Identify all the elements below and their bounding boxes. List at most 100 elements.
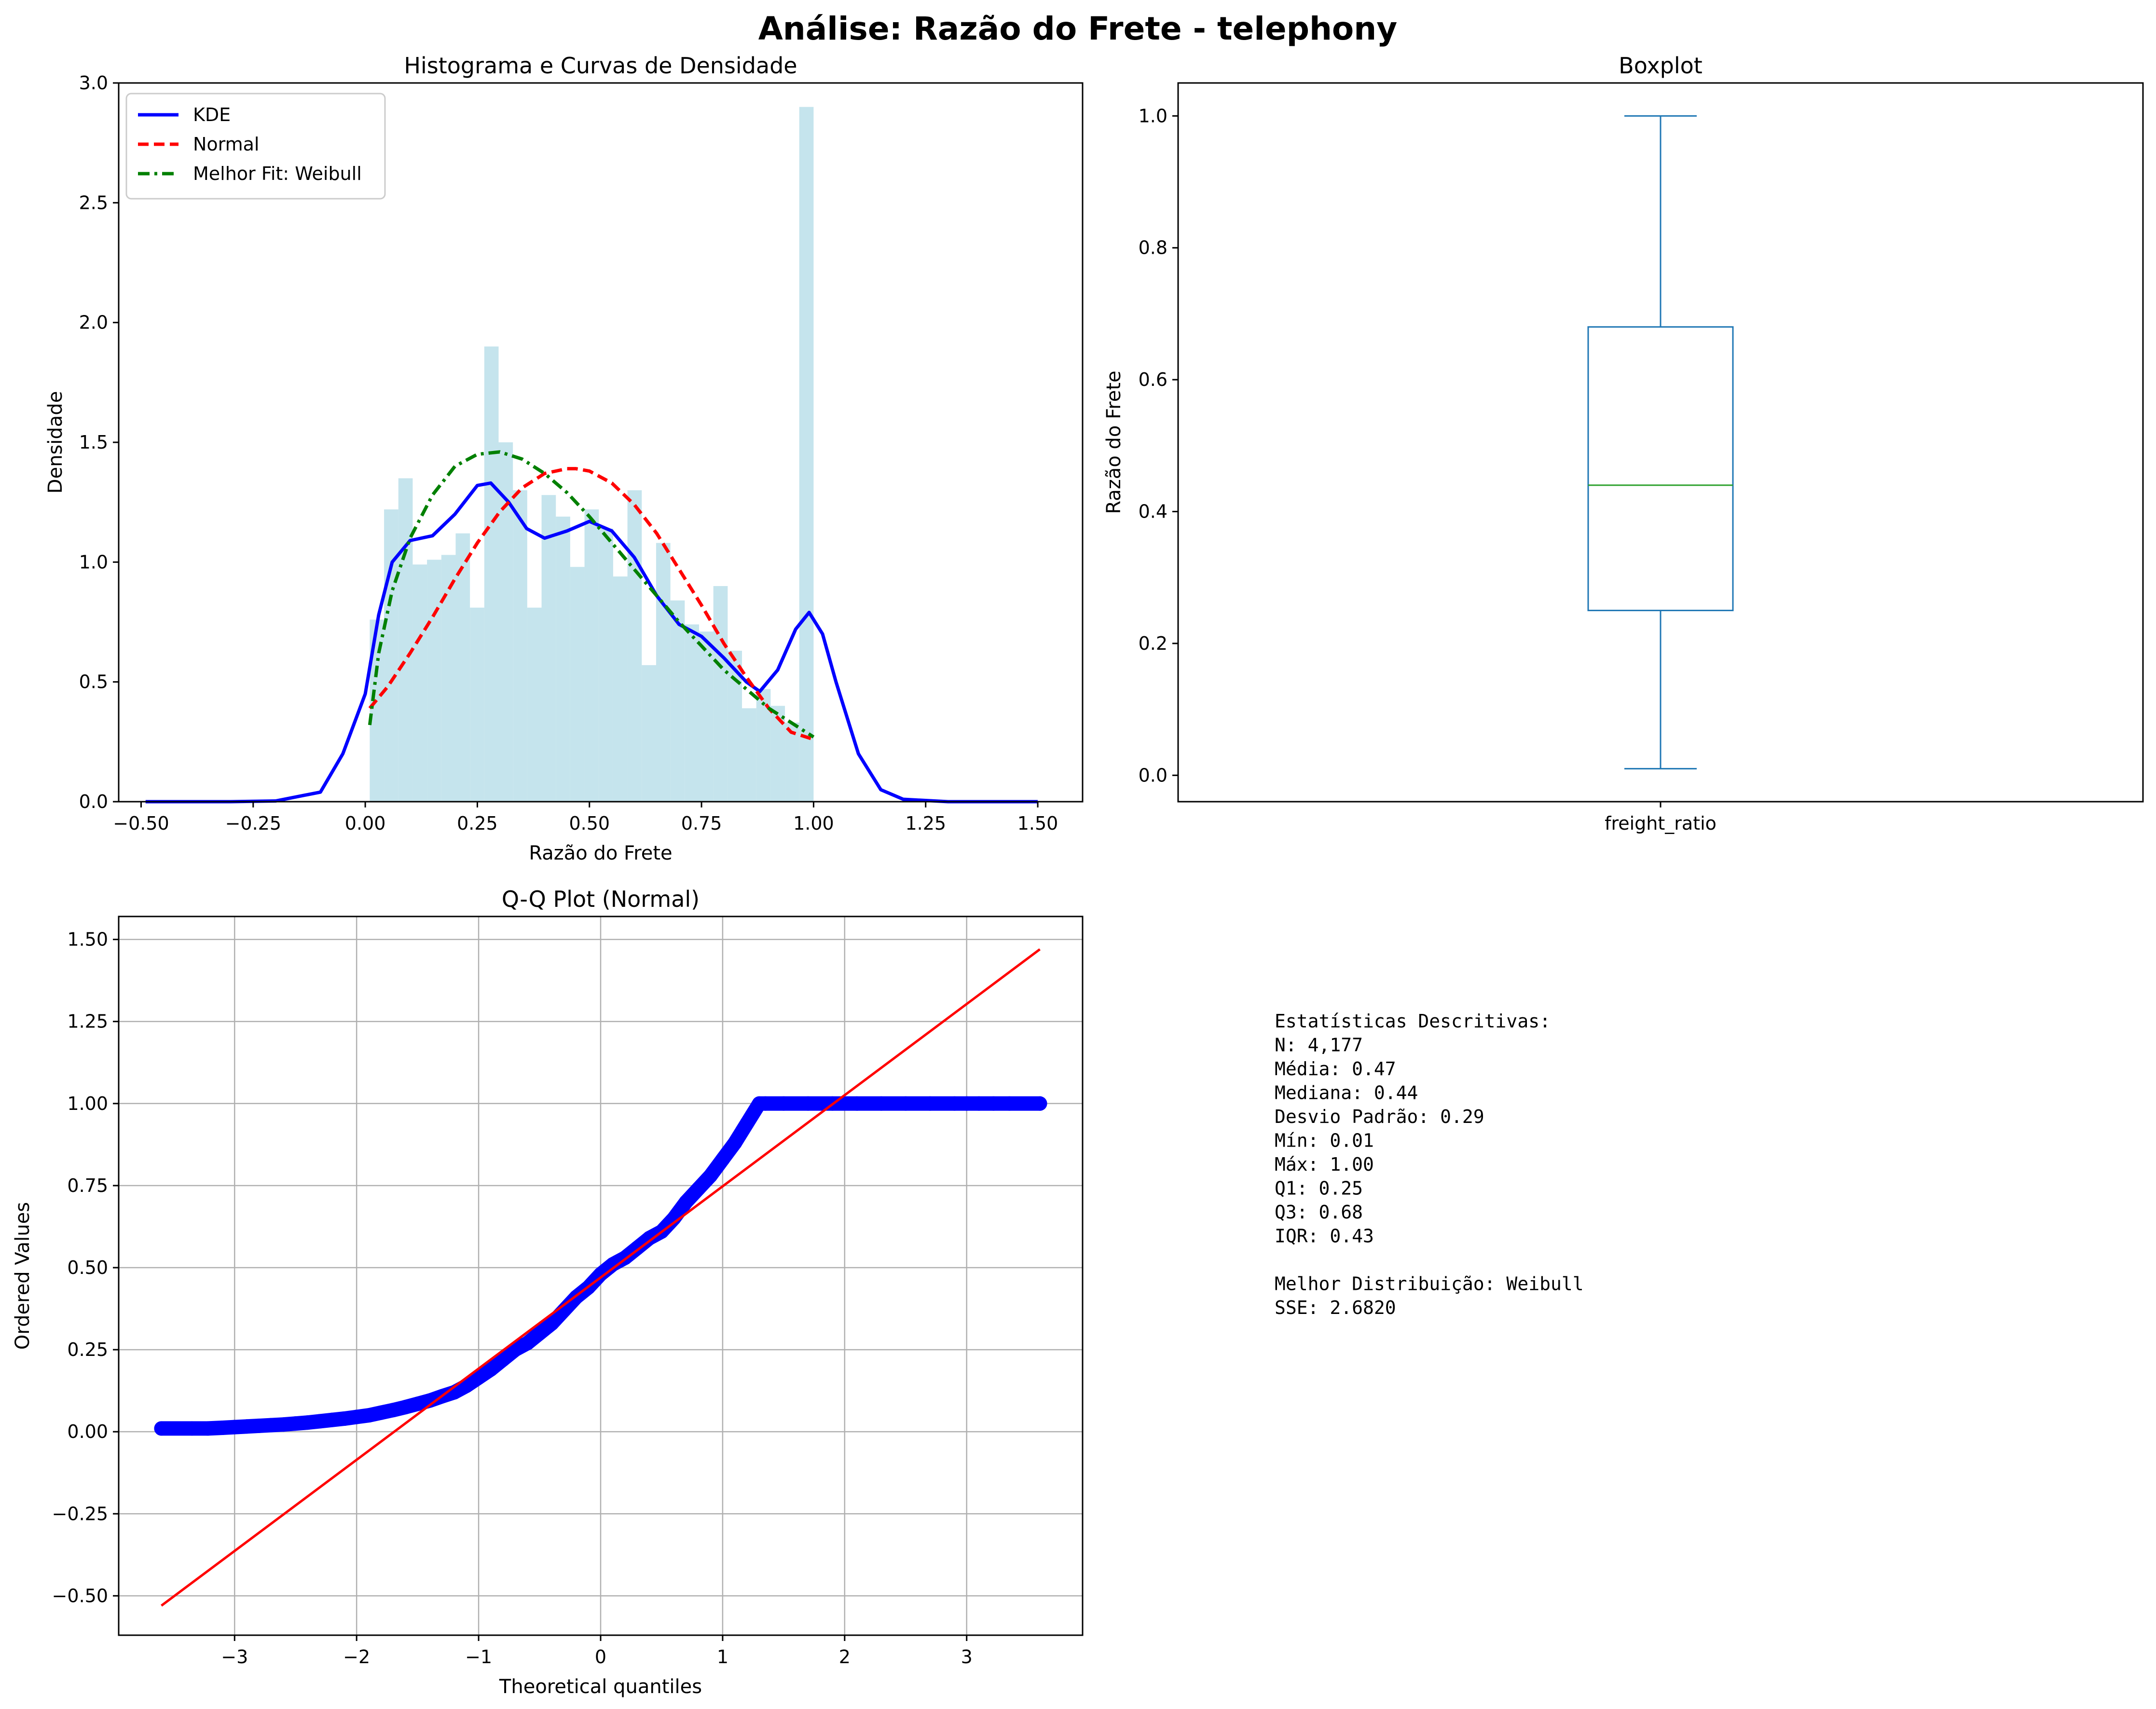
histogram-bar	[398, 478, 413, 802]
series-line-2	[368, 450, 815, 738]
stats-line: Desvio Padrão: 0.29	[1275, 1106, 1484, 1127]
x-tick-label: 2	[839, 1646, 851, 1668]
y-tick-label: 1.5	[79, 432, 108, 453]
x-tick-label: 0.50	[569, 813, 610, 834]
x-tick-label: 1.00	[793, 813, 834, 834]
stats-line: IQR: 0.43	[1275, 1226, 1374, 1247]
y-tick-label: 0.4	[1139, 501, 1167, 522]
y-tick-label: 1.00	[67, 1093, 108, 1114]
legend-entry: Normal	[193, 134, 260, 155]
x-axis-label: Razão do Frete	[529, 842, 672, 864]
y-tick-label: 0.8	[1139, 237, 1167, 259]
y-tick-label: 2.5	[79, 192, 108, 213]
figure-title: Análise: Razão do Frete - telephony	[758, 10, 1398, 47]
y-tick-label: −0.25	[52, 1503, 108, 1524]
y-tick-label: 0.0	[1139, 765, 1167, 786]
axes-title: Q-Q Plot (Normal)	[502, 886, 700, 912]
x-tick-label: −0.50	[113, 813, 169, 834]
y-tick-label: 0.75	[67, 1175, 108, 1196]
axes-title: Boxplot	[1619, 53, 1703, 79]
x-tick-label: 1.25	[905, 813, 946, 834]
histogram-bar	[541, 495, 556, 802]
x-tick-label: freight_ratio	[1605, 813, 1717, 834]
y-tick-label: 1.50	[67, 929, 108, 950]
y-tick-label: 1.25	[67, 1011, 108, 1032]
histogram-bar	[570, 567, 585, 802]
histogram-bar	[584, 509, 599, 802]
y-axis-label: Ordered Values	[12, 1202, 34, 1350]
histogram-bar	[527, 607, 542, 802]
series-line-1	[368, 467, 814, 741]
qq-point-band	[154, 1096, 1047, 1436]
y-tick-label: 1.0	[1139, 105, 1167, 126]
histogram-bar	[642, 665, 656, 802]
fit-line	[161, 948, 1041, 1607]
y-tick-label: 0.2	[1139, 633, 1167, 654]
x-tick-label: 1	[717, 1646, 728, 1668]
x-tick-label: −1	[465, 1646, 492, 1668]
y-tick-label: 0.50	[67, 1257, 108, 1278]
y-tick-label: 0.5	[79, 671, 108, 693]
histogram-bar	[599, 528, 613, 802]
y-tick-label: 3.0	[79, 72, 108, 94]
histogram-axes: −0.50 −0.25 0.00 0.25 0.50 0.75 1.00 1.25 1.50 0.…	[44, 53, 1084, 864]
stats-line: SSE: 2.6820	[1275, 1297, 1396, 1318]
stats-line: Estatísticas Descritivas:	[1275, 1011, 1551, 1032]
x-tick-label: 3	[961, 1646, 973, 1668]
x-tick-label: −0.25	[225, 813, 281, 834]
stats-line: N: 4,177	[1275, 1035, 1363, 1056]
x-tick-label: 0	[595, 1646, 606, 1668]
y-tick-label: −0.50	[52, 1585, 108, 1606]
histogram-bar	[799, 107, 814, 802]
stats-line: Q3: 0.68	[1275, 1202, 1363, 1223]
legend-entry: Melhor Fit: Weibull	[193, 163, 362, 184]
legend-entry: KDE	[193, 104, 231, 125]
y-tick-label: 2.0	[79, 312, 108, 333]
legend: KDE Normal Melhor Fit: Weibull	[125, 93, 386, 200]
histogram-bar	[470, 607, 484, 802]
histogram-bar	[484, 346, 499, 802]
iqr-box	[1587, 326, 1734, 612]
series-line-0	[145, 481, 1038, 804]
x-tick-label: 0.75	[681, 813, 722, 834]
histogram-bar	[627, 490, 642, 802]
histogram-bar	[742, 708, 756, 802]
y-tick-label: 0.25	[67, 1339, 108, 1360]
stats-line: Mediana: 0.44	[1275, 1082, 1418, 1104]
histogram-bar	[556, 516, 570, 802]
histogram-bar	[427, 560, 441, 802]
stats-line: Média: 0.47	[1275, 1058, 1396, 1080]
histogram-bar	[713, 586, 728, 802]
y-tick-label: 0.0	[79, 791, 108, 812]
stats-line: Máx: 1.00	[1275, 1154, 1374, 1175]
histogram-bar	[613, 576, 628, 802]
y-axis-label: Densidade	[44, 391, 67, 494]
boxplot-axes: 0.0 0.2 0.4 0.6 0.8 1.0 freight_ratio Boxplot Ra…	[1103, 53, 2144, 834]
y-tick-label: 0.00	[67, 1421, 108, 1442]
x-axis-label: Theoretical quantiles	[499, 1676, 702, 1698]
stats-line: Melhor Distribuição: Weibull	[1275, 1273, 1584, 1295]
x-tick-label: 1.50	[1017, 813, 1058, 834]
stats-line: Mín: 0.01	[1275, 1130, 1374, 1151]
histogram-bar	[498, 442, 513, 802]
histogram-bar	[670, 600, 685, 802]
qq-plot-axes: −3 −2 −1 0 1 2 3 −0.50 −0.25 0.00 0.25 0.50 0.75 1.00…	[12, 886, 1084, 1698]
x-tick-label: −3	[221, 1646, 248, 1668]
y-tick-label: 0.6	[1139, 369, 1167, 390]
histogram-bar	[656, 543, 671, 802]
histogram-bar	[455, 533, 470, 802]
histogram-bar	[513, 490, 527, 802]
legend-frame	[125, 93, 386, 200]
x-tick-label: −2	[343, 1646, 370, 1668]
histogram-bar	[412, 564, 427, 802]
histogram-bar	[699, 631, 714, 802]
histogram-bar	[685, 624, 699, 802]
axes-title: Histograma e Curvas de Densidade	[404, 53, 797, 79]
stats-line: Q1: 0.25	[1275, 1178, 1363, 1199]
x-tick-label: 0.25	[457, 813, 498, 834]
stats-panel: Estatísticas Descritivas: N: 4,177Média: …	[1275, 1011, 1584, 1318]
y-axis-label: Razão do Frete	[1103, 370, 1125, 514]
histogram-bar	[384, 509, 398, 802]
x-tick-label: 0.00	[345, 813, 386, 834]
